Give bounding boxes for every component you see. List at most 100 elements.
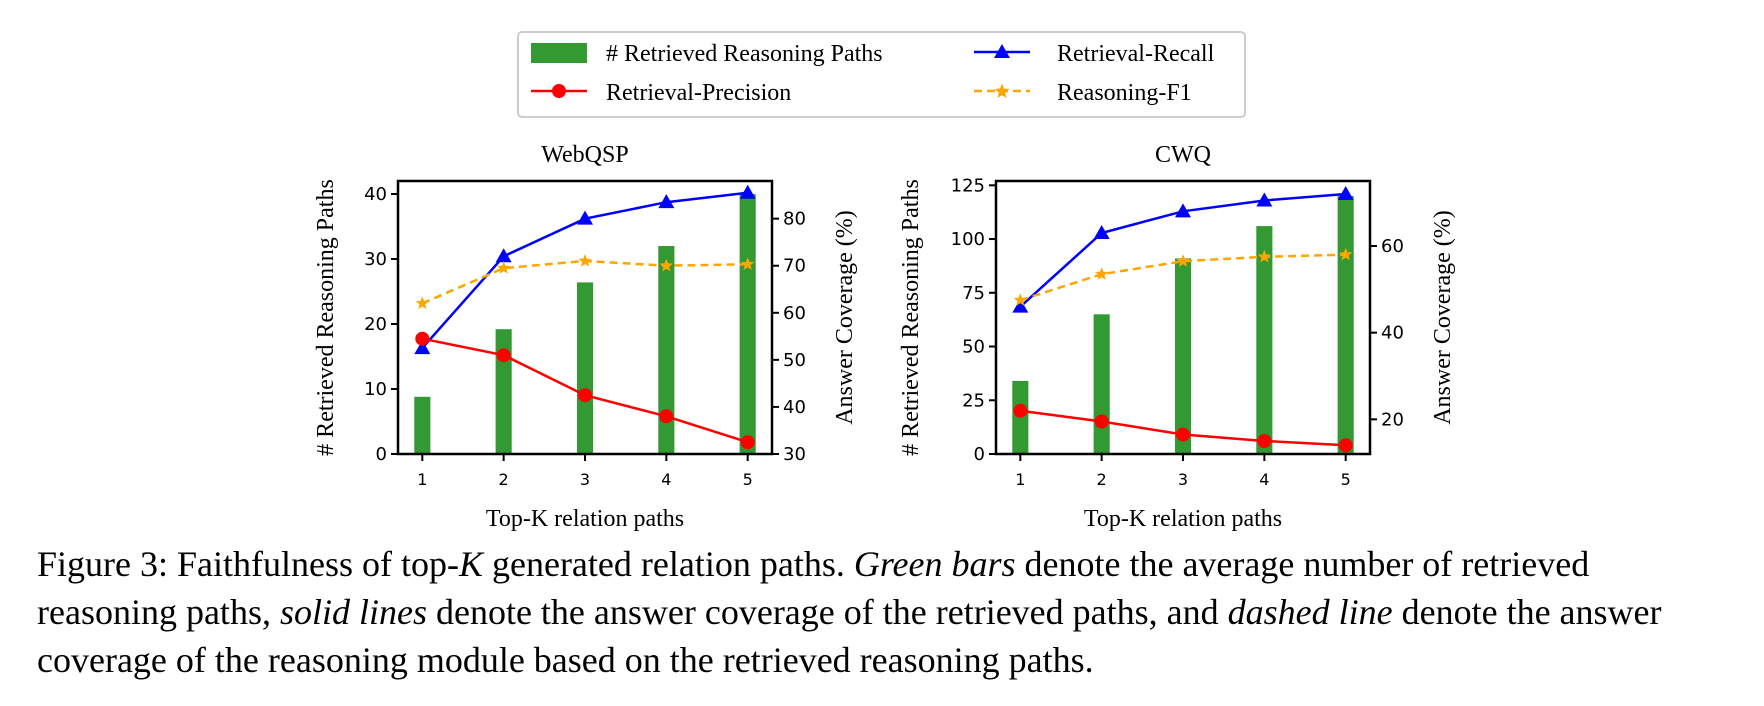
y2-tick-label: 60: [1381, 236, 1404, 257]
bar-k4: [1256, 226, 1273, 454]
bar-k5: [739, 194, 756, 454]
point-retrieval-precision-k4: [659, 409, 674, 424]
point-retrieval-precision-k1: [415, 331, 430, 346]
bar-k1: [414, 396, 431, 454]
y-tick-label: 100: [951, 229, 985, 250]
bar-k5: [1337, 196, 1354, 454]
point-retrieval-recall-k2: [495, 248, 512, 263]
y-axis-label: # Retrieved Reasoning Paths: [313, 179, 339, 456]
point-retrieval-recall-k5: [739, 184, 756, 199]
caption-em-dashed-line: dashed line: [1227, 592, 1393, 632]
x-tick-label: 2: [499, 470, 509, 489]
y2-tick-label: 30: [783, 444, 806, 465]
point-reasoning-f1-k5: [1339, 247, 1353, 261]
x-tick-label: 5: [1341, 470, 1351, 489]
point-retrieval-precision-k3: [578, 388, 592, 403]
series-reasoning-f1-line: [1019, 253, 1346, 302]
y-tick-label: 75: [962, 283, 985, 304]
legend-label-precision: Retrieval-Precision: [606, 80, 791, 106]
y-tick-label: 10: [364, 379, 387, 400]
bar-k4: [658, 246, 675, 454]
x-tick-label: 1: [417, 470, 427, 489]
x-tick-label: 4: [1259, 470, 1269, 489]
point-reasoning-f1-k3: [578, 254, 592, 267]
point-retrieval-recall-k2: [1093, 225, 1110, 239]
y2-axis-label: Answer Coverage (%): [832, 210, 858, 425]
x-tick-label: 2: [1097, 470, 1107, 489]
legend-frame: [517, 31, 1246, 118]
legend-label-recall: Retrieval-Recall: [1057, 41, 1215, 67]
point-retrieval-precision-k2: [1094, 414, 1109, 429]
legend-label-f1: Reasoning-F1: [1057, 80, 1192, 106]
point-reasoning-f1-k2: [1095, 267, 1109, 280]
caption-part3: denote the answer coverage of the retrie…: [426, 592, 1228, 632]
bar-k3: [1175, 258, 1192, 454]
y2-tick-label: 80: [783, 209, 806, 230]
point-retrieval-precision-k2: [496, 348, 511, 363]
caption-k: K: [458, 544, 483, 584]
y2-tick-label: 40: [783, 397, 806, 418]
bar-k3: [577, 282, 594, 454]
point-retrieval-precision-k5: [1338, 438, 1353, 453]
caption-em-green-bars: Green bars: [853, 544, 1016, 584]
y2-axis-label: Answer Coverage (%): [1430, 210, 1456, 425]
caption-part4: denote the answer coverage of the reason…: [37, 592, 1662, 680]
y-tick-label: 40: [364, 184, 387, 205]
chart-title: WebQSP: [541, 142, 628, 168]
y2-tick-label: 50: [783, 350, 806, 371]
y-tick-label: 25: [962, 390, 985, 411]
y2-tick-label: 40: [1381, 323, 1404, 344]
bar-k2: [495, 329, 512, 454]
chart-webqsp: WebQSP 0 10 20 30 40 30 40 50 60 70 80 1 2 3 4 5 Top-…: [313, 142, 858, 532]
caption-em-solid-lines: solid lines: [279, 592, 427, 632]
point-reasoning-f1-k2: [497, 261, 511, 274]
chart-cwq: CWQ 0 25 50 75 100 125 20 40 60 1 2 3 4 5 Top-K rel…: [898, 142, 1456, 532]
y-tick-label: 0: [974, 444, 985, 465]
point-reasoning-f1-k1: [415, 296, 429, 309]
chart-title: CWQ: [1155, 142, 1211, 168]
figure-caption: Figure 3: Faithfulness of top-K generate…: [37, 540, 1737, 684]
legend-f1-marker: [994, 83, 1010, 98]
legend-recall-marker: [994, 44, 1010, 58]
caption-prefix: Figure 3: Faithfulness of top-: [37, 544, 459, 584]
x-axis-label: Top-K relation paths: [486, 506, 684, 532]
point-reasoning-f1-k5: [741, 257, 755, 270]
point-retrieval-recall-k4: [658, 194, 675, 209]
bar-k2: [1093, 314, 1110, 454]
caption-part1: generated relation paths.: [482, 544, 854, 584]
x-axis-label: Top-K relation paths: [1084, 506, 1282, 532]
point-reasoning-f1-k3: [1176, 254, 1190, 267]
point-retrieval-precision-k1: [1013, 403, 1028, 418]
figure: # Retrieved Reasoning Paths Retrieval-Re…: [313, 31, 1456, 532]
x-tick-label: 1: [1015, 470, 1025, 489]
y2-tick-label: 20: [1381, 409, 1404, 430]
y-tick-label: 30: [364, 249, 387, 270]
y-tick-label: 50: [962, 337, 985, 358]
y-tick-label: 20: [364, 314, 387, 335]
y-axis-label: # Retrieved Reasoning Paths: [898, 179, 924, 456]
y-tick-label: 0: [376, 444, 387, 465]
point-retrieval-recall-k1: [414, 340, 431, 355]
legend-bar-swatch: [531, 43, 587, 63]
point-reasoning-f1-k4: [659, 258, 673, 272]
legend-label-bars: # Retrieved Reasoning Paths: [606, 41, 883, 67]
point-retrieval-recall-k5: [1337, 186, 1354, 200]
point-retrieval-precision-k5: [740, 435, 755, 450]
y2-tick-label: 60: [783, 303, 806, 324]
point-retrieval-recall-k3: [1175, 203, 1191, 218]
x-tick-label: 3: [580, 470, 590, 489]
point-retrieval-precision-k3: [1176, 427, 1190, 442]
x-tick-label: 4: [661, 470, 671, 489]
point-reasoning-f1-k1: [1013, 293, 1027, 306]
x-tick-label: 3: [1178, 470, 1188, 489]
legend-precision-marker: [552, 84, 566, 98]
point-retrieval-recall-k1: [1012, 298, 1029, 313]
y2-tick-label: 70: [783, 256, 806, 277]
point-retrieval-recall-k4: [1256, 192, 1273, 207]
legend: # Retrieved Reasoning Paths Retrieval-Re…: [517, 31, 1246, 118]
x-tick-label: 5: [743, 470, 753, 489]
point-retrieval-precision-k4: [1257, 434, 1272, 448]
point-retrieval-recall-k3: [577, 210, 593, 225]
point-reasoning-f1-k4: [1257, 249, 1271, 263]
caption-part2: denote the average number of retrieved r…: [37, 544, 1590, 632]
